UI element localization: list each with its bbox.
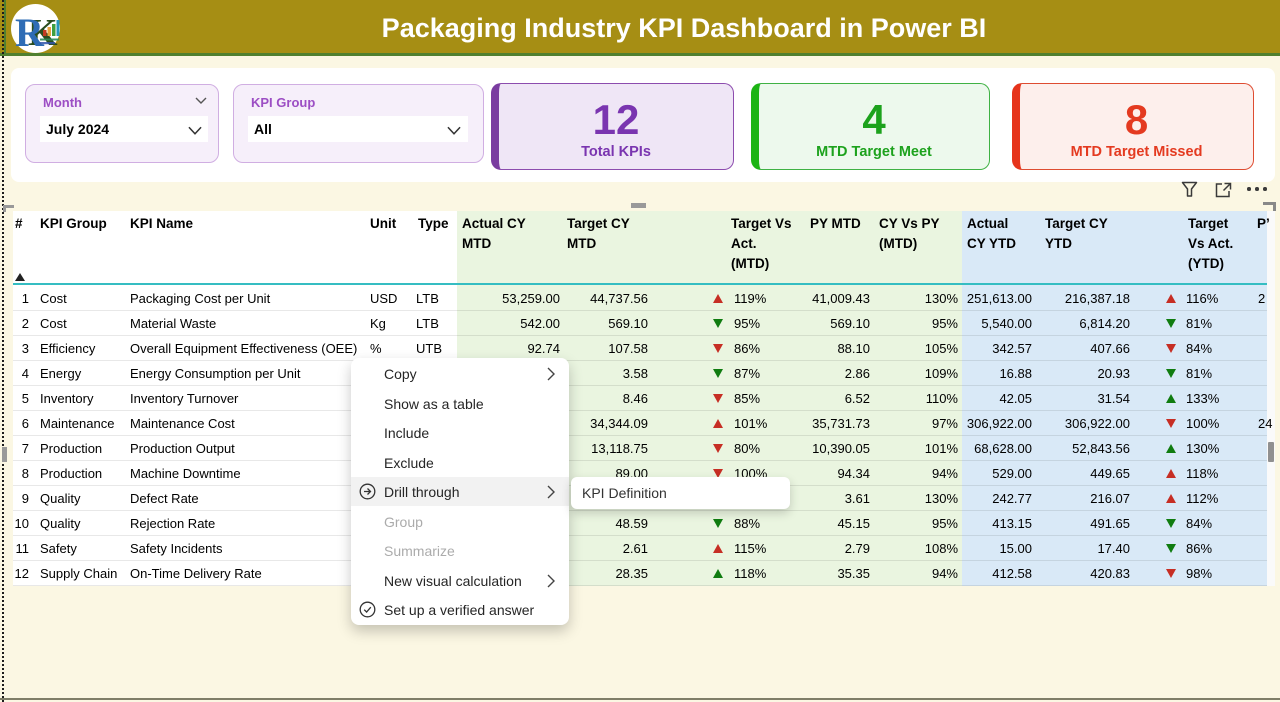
svg-text:R: R	[15, 10, 45, 54]
